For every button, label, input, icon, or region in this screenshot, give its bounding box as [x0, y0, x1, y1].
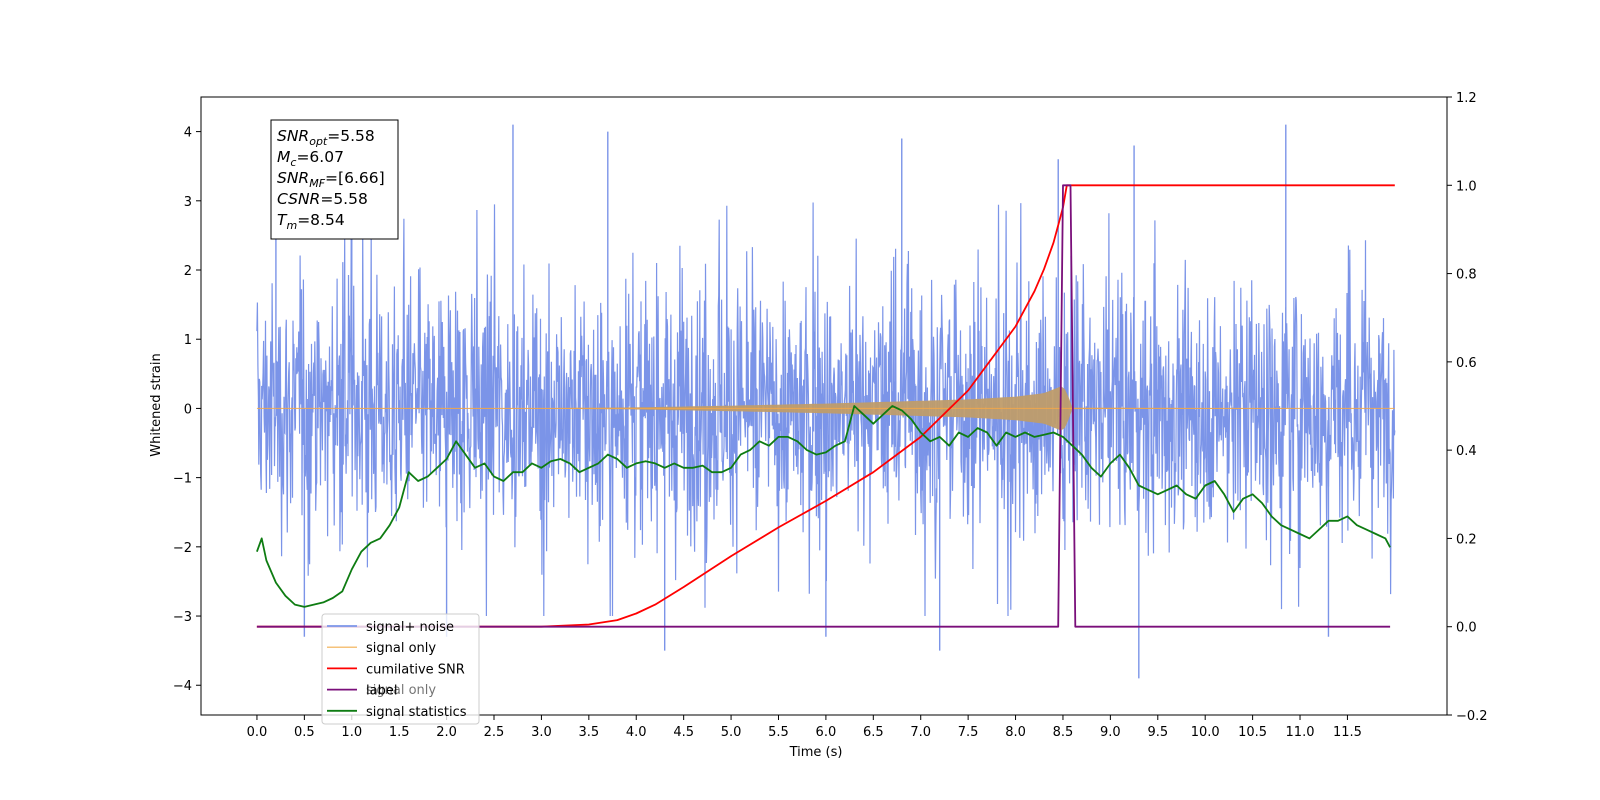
legend-label: cumilative SNR: [366, 662, 465, 677]
x-axis-label: Time (s): [789, 745, 843, 760]
series-label-line: [256, 184, 1391, 628]
x-tick-label: 4.0: [626, 725, 647, 740]
y-right-tick-label: −0.2: [1456, 709, 1488, 724]
y-left-tick-label: −4: [173, 679, 192, 694]
legend-label: signal+ noise: [366, 620, 454, 635]
y-left-tick-label: 1: [184, 333, 192, 348]
x-tick-label: 8.5: [1053, 725, 1074, 740]
x-tick-label: 11.5: [1333, 725, 1362, 740]
x-tick-label: 8.0: [1005, 725, 1026, 740]
y-left-tick-label: 2: [184, 264, 192, 279]
x-tick-label: 2.5: [484, 725, 505, 740]
y-right-tick-label: 0.2: [1456, 532, 1477, 547]
info-box-line: Mc=6.07: [277, 148, 344, 169]
y-right-tick-label: 0.4: [1456, 444, 1477, 459]
x-tick-label: 0.5: [294, 725, 315, 740]
x-tick-label: 2.0: [436, 725, 457, 740]
x-tick-label: 4.5: [673, 725, 694, 740]
x-tick-label: 5.0: [721, 725, 742, 740]
x-tick-label: 7.0: [910, 725, 931, 740]
x-tick-label: 9.5: [1147, 725, 1168, 740]
series-cumilative-snr-line: [256, 184, 1395, 628]
x-tick-label: 3.5: [578, 725, 599, 740]
info-box-line: SNRopt=5.58: [277, 127, 375, 148]
legend: signal only signal+ noise signal only cumil…: [321, 613, 480, 725]
plot-layer: [256, 124, 1396, 679]
x-tick-label: 5.5: [768, 725, 789, 740]
x-tick-label: 11.0: [1286, 725, 1315, 740]
y-left-tick-label: 3: [184, 195, 192, 210]
y-left-tick-label: 4: [184, 126, 192, 141]
x-tick-label: 3.0: [531, 725, 552, 740]
axes-layer: 0.0 0.5 1.0 1.5 2.0 2.5 3.0 3.5 4.0 4.5 5.0 5.5 6.0 6…: [173, 91, 1488, 740]
plot-frame: [200, 96, 1448, 716]
info-box-line: SNRMF=[6.66]: [277, 169, 385, 190]
y-right-tick-label: 0.8: [1456, 268, 1477, 283]
x-tick-label: 6.0: [816, 725, 837, 740]
legend-label: label: [366, 684, 397, 699]
x-tick-label: 6.5: [863, 725, 884, 740]
y-axis-label: Whitened strain: [149, 353, 164, 456]
series-signal-statistics-line: [256, 405, 1391, 608]
x-tick-label: 9.0: [1100, 725, 1121, 740]
legend-frame: [321, 613, 480, 725]
x-tick-label: 7.5: [958, 725, 979, 740]
y-left-tick-label: −2: [173, 541, 192, 556]
x-tick-label: 1.0: [341, 725, 362, 740]
legend-label: signal statistics: [366, 705, 467, 720]
legend-label: signal only: [366, 641, 436, 656]
x-tick-label: 10.0: [1191, 725, 1220, 740]
y-right-tick-label: 1.2: [1456, 91, 1477, 106]
y-right-tick-label: 0.0: [1456, 621, 1477, 636]
y-left-tick-label: −3: [173, 610, 192, 625]
series-signal-noise-extremes: [275, 124, 1330, 679]
info-box-line: CSNR=5.58: [277, 190, 368, 208]
y-left-tick-label: −1: [173, 472, 192, 487]
y-right-tick-label: 1.0: [1456, 179, 1477, 194]
y-right-tick-label: 0.6: [1456, 356, 1477, 371]
x-tick-label: 10.5: [1238, 725, 1267, 740]
y-left-tick-label: 0: [184, 402, 192, 417]
info-box-frame: [270, 119, 399, 240]
info-box-line: Tm=8.54: [277, 211, 345, 232]
x-tick-label: 1.5: [389, 725, 410, 740]
x-tick-label: 0.0: [247, 725, 268, 740]
legend-ghost-text: signal only: [366, 683, 436, 698]
